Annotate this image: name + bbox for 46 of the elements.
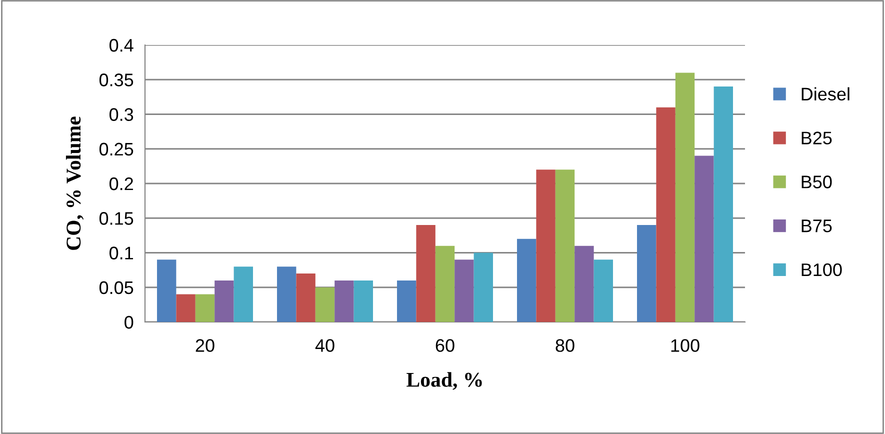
- bar: [536, 170, 556, 322]
- bar: [714, 86, 733, 322]
- bar: [435, 246, 455, 322]
- bar: [234, 266, 253, 322]
- bar: [517, 238, 536, 322]
- bar: [416, 225, 436, 322]
- x-tick-label: 100: [671, 339, 700, 352]
- bar: [195, 294, 215, 322]
- legend-label: B50: [802, 176, 832, 188]
- legend-label: B100: [802, 263, 842, 276]
- x-axis-title: Load, %: [406, 372, 482, 390]
- y-tick-label: 0.25: [99, 142, 134, 156]
- bar: [694, 156, 714, 322]
- legend-label: B75: [802, 220, 832, 232]
- y-tick-label: 0.15: [99, 212, 134, 225]
- bar: [334, 280, 354, 322]
- y-tick-label: 0.05: [99, 281, 134, 294]
- bar: [474, 252, 493, 322]
- y-tick-label: 0.4: [109, 38, 134, 52]
- legend-label: B25: [802, 132, 832, 144]
- bar: [296, 274, 316, 322]
- x-tick-label: 40: [315, 339, 334, 352]
- bar: [315, 287, 335, 322]
- bar: [214, 280, 234, 322]
- y-axis-title: CO, % Volume: [66, 116, 84, 250]
- bar: [354, 280, 373, 322]
- x-tick-label: 20: [196, 339, 214, 352]
- x-tick-label: 80: [556, 339, 574, 352]
- legend-label: Diesel: [802, 87, 850, 101]
- y-tick-label: 0.35: [99, 74, 134, 86]
- bar: [675, 72, 695, 322]
- bar: [157, 260, 176, 322]
- y-tick-label: 0.1: [109, 246, 134, 260]
- y-tick-label: 0.2: [109, 177, 133, 190]
- x-tick-label: 60: [436, 339, 454, 352]
- y-tick-label: 0.3: [109, 108, 134, 121]
- bar: [277, 266, 296, 322]
- bar: [176, 294, 196, 322]
- bar: [594, 260, 613, 322]
- bar: [637, 225, 656, 322]
- bar: [555, 170, 575, 322]
- y-tick-label: 0: [124, 316, 134, 329]
- bar: [574, 246, 594, 322]
- bar: [397, 280, 416, 322]
- bar: [656, 107, 676, 322]
- bar: [454, 260, 474, 322]
